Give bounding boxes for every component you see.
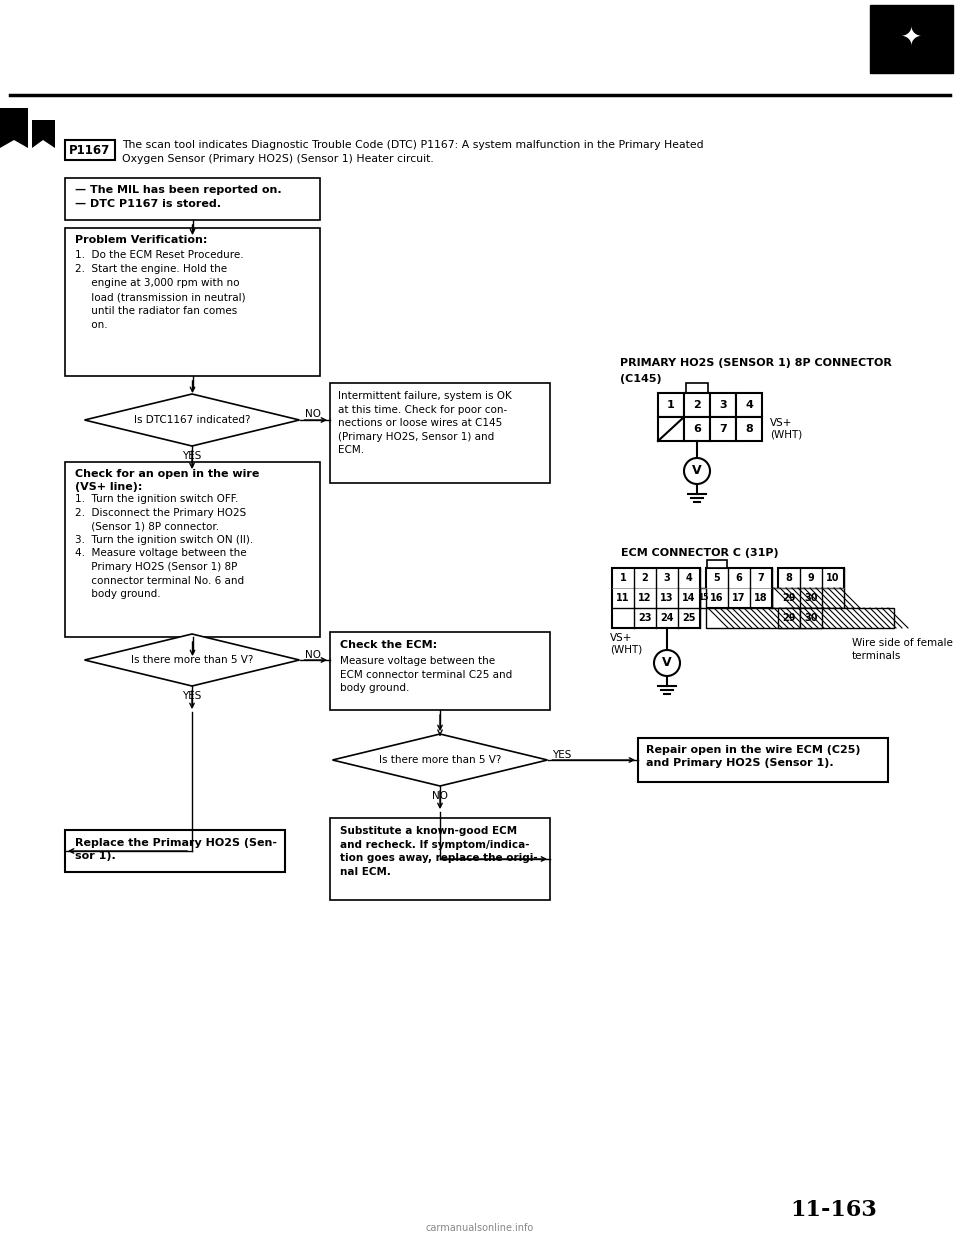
Text: YES: YES [182,691,202,700]
Text: 11-163: 11-163 [790,1199,876,1221]
Text: 7: 7 [757,573,764,582]
FancyBboxPatch shape [800,609,822,628]
Text: 15: 15 [698,594,708,602]
Text: 1.  Do the ECM Reset Procedure.
2.  Start the engine. Hold the
     engine at 3,: 1. Do the ECM Reset Procedure. 2. Start … [75,250,246,330]
FancyBboxPatch shape [710,417,736,441]
FancyBboxPatch shape [772,587,844,609]
FancyBboxPatch shape [612,568,700,628]
FancyBboxPatch shape [330,632,550,710]
Text: 1.  Turn the ignition switch OFF.
2.  Disconnect the Primary HO2S
     (Sensor 1: 1. Turn the ignition switch OFF. 2. Disc… [75,494,253,599]
Text: Wire side of female
terminals: Wire side of female terminals [852,638,953,661]
Text: 17: 17 [732,592,746,604]
Text: 8: 8 [745,424,753,433]
Text: 2: 2 [693,400,701,410]
FancyBboxPatch shape [658,417,684,441]
FancyBboxPatch shape [870,5,953,73]
FancyBboxPatch shape [736,392,762,417]
Text: Replace the Primary HO2S (Sen-
sor 1).: Replace the Primary HO2S (Sen- sor 1). [75,838,277,861]
Text: Measure voltage between the
ECM connector terminal C25 and
body ground.: Measure voltage between the ECM connecto… [340,656,513,693]
Text: Check for an open in the wire
(VS+ line):: Check for an open in the wire (VS+ line)… [75,469,259,492]
Text: 3: 3 [663,573,670,582]
Circle shape [654,650,680,676]
FancyBboxPatch shape [658,392,684,417]
Text: (C145): (C145) [620,374,661,384]
Text: Repair open in the wire ECM (C25)
and Primary HO2S (Sensor 1).: Repair open in the wire ECM (C25) and Pr… [646,745,860,769]
Text: PRIMARY HO2S (SENSOR 1) 8P CONNECTOR: PRIMARY HO2S (SENSOR 1) 8P CONNECTOR [620,358,892,368]
Text: 23: 23 [638,614,652,623]
Text: 7: 7 [719,424,727,433]
Circle shape [684,458,710,484]
Text: 4: 4 [685,573,692,582]
Text: — The MIL has been reported on.
— DTC P1167 is stored.: — The MIL has been reported on. — DTC P1… [75,185,281,209]
FancyBboxPatch shape [638,738,888,782]
Text: V: V [662,657,672,669]
Text: 3: 3 [719,400,727,410]
Text: Check the ECM:: Check the ECM: [340,640,437,650]
FancyBboxPatch shape [706,568,772,609]
Text: 18: 18 [755,592,768,604]
FancyBboxPatch shape [330,818,550,900]
Text: 8: 8 [785,573,792,582]
FancyBboxPatch shape [684,417,710,441]
FancyBboxPatch shape [330,383,550,483]
Text: 29: 29 [782,592,796,604]
FancyBboxPatch shape [65,830,285,872]
Polygon shape [84,633,300,686]
Text: 5: 5 [713,573,720,582]
Text: 25: 25 [683,614,696,623]
FancyBboxPatch shape [684,392,710,417]
FancyBboxPatch shape [686,383,708,392]
Text: The scan tool indicates Diagnostic Trouble Code (DTC) P1167: A system malfunctio: The scan tool indicates Diagnostic Troub… [122,140,704,164]
Text: ECM CONNECTOR C (31P): ECM CONNECTOR C (31P) [621,548,779,558]
Text: 14: 14 [683,592,696,604]
Text: carmanualsonline.info: carmanualsonline.info [426,1223,534,1233]
Text: YES: YES [182,451,202,461]
FancyBboxPatch shape [65,178,320,220]
Polygon shape [32,120,55,148]
Text: YES: YES [553,750,572,760]
Text: 11: 11 [616,592,630,604]
Polygon shape [332,734,547,786]
Text: V: V [692,465,702,477]
FancyBboxPatch shape [65,229,320,376]
Text: 4: 4 [745,400,753,410]
Text: Problem Verification:: Problem Verification: [75,235,207,245]
Text: 6: 6 [735,573,742,582]
Text: 2: 2 [641,573,648,582]
Text: ✦: ✦ [900,27,922,51]
Text: 12: 12 [638,592,652,604]
Text: 29: 29 [782,614,796,623]
Text: Is DTC1167 indicated?: Is DTC1167 indicated? [133,415,251,425]
FancyBboxPatch shape [778,568,844,609]
Text: VS+
(WHT): VS+ (WHT) [610,633,642,655]
FancyBboxPatch shape [778,609,800,628]
Polygon shape [84,394,300,446]
Polygon shape [0,108,28,148]
Text: 30: 30 [804,592,818,604]
Text: 30: 30 [804,614,818,623]
Text: 1: 1 [667,400,675,410]
Text: 13: 13 [660,592,674,604]
FancyBboxPatch shape [65,140,115,160]
Text: 16: 16 [710,592,724,604]
FancyBboxPatch shape [707,560,727,568]
Text: 24: 24 [660,614,674,623]
Text: Is there more than 5 V?: Is there more than 5 V? [379,755,501,765]
Text: 10: 10 [827,573,840,582]
Text: Substitute a known-good ECM
and recheck. If symptom/indica-
tion goes away, repl: Substitute a known-good ECM and recheck.… [340,826,538,877]
Text: 9: 9 [807,573,814,582]
FancyBboxPatch shape [700,587,706,609]
Text: VS+
(WHT): VS+ (WHT) [770,419,803,440]
Text: Intermittent failure, system is OK
at this time. Check for poor con-
nections or: Intermittent failure, system is OK at th… [338,391,512,456]
FancyBboxPatch shape [736,417,762,441]
Text: NO: NO [432,791,448,801]
FancyBboxPatch shape [706,609,894,628]
FancyBboxPatch shape [65,462,320,637]
Text: 1: 1 [619,573,626,582]
Text: 6: 6 [693,424,701,433]
Text: NO: NO [304,650,321,660]
Text: P1167: P1167 [69,144,110,156]
FancyBboxPatch shape [710,392,736,417]
Text: NO: NO [304,409,321,419]
Text: Is there more than 5 V?: Is there more than 5 V? [131,655,253,664]
